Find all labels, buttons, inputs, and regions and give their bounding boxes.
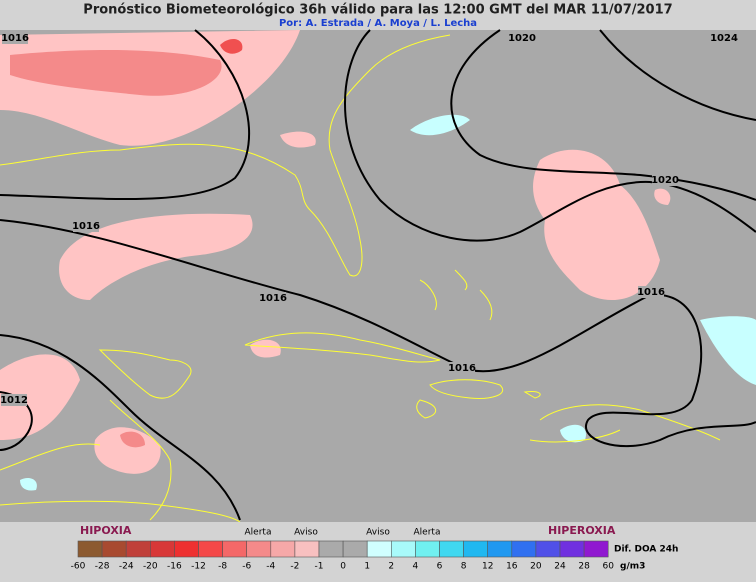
- color-box: [583, 540, 609, 558]
- isobar-label: 1016: [448, 363, 476, 374]
- hyperoxia-areas: [20, 114, 756, 491]
- scale-value: -16: [167, 562, 182, 572]
- hypoxia-label: HIPOXIA: [80, 524, 132, 537]
- header-bg: [0, 0, 756, 30]
- color-box: [511, 540, 537, 558]
- alert-label: Alerta: [245, 528, 272, 538]
- isobar-label: 1016: [259, 293, 287, 304]
- color-box: [463, 540, 489, 558]
- isobar-label-bg: [638, 286, 664, 298]
- color-box: [294, 540, 320, 558]
- isobar-label-bg: [1, 394, 27, 406]
- color-box: [366, 540, 392, 558]
- color-box: [535, 540, 561, 558]
- notice-label: Aviso: [366, 528, 390, 538]
- scale-value: -60: [71, 562, 86, 572]
- scale-value: 0: [340, 562, 346, 572]
- alert-areas: [10, 50, 222, 448]
- isobar-label: 1024: [710, 33, 738, 44]
- scale-value: 28: [578, 562, 590, 572]
- scale-value: 24: [554, 562, 566, 572]
- isobar-label-bg: [711, 32, 737, 44]
- scale-value: -6: [242, 562, 251, 572]
- color-box: [198, 540, 223, 558]
- unit: g/m3: [620, 562, 645, 572]
- isobar-label: 1016: [1, 33, 29, 44]
- isobar-label-bg: [2, 32, 28, 44]
- scale-value: 12: [482, 562, 493, 572]
- color-box: [174, 540, 199, 558]
- isobar-label: 1016: [637, 287, 665, 298]
- scale-value: 6: [437, 562, 443, 572]
- color-box: [318, 540, 344, 558]
- scale-value: -2: [290, 562, 299, 572]
- color-box: [246, 540, 272, 558]
- unit-title: Dif. DOA 24h: [614, 545, 678, 555]
- color-box: [222, 540, 248, 558]
- isobar-label-bg: [652, 174, 678, 186]
- scale-value: -4: [266, 562, 275, 572]
- isobar-label-bg: [260, 292, 286, 304]
- isobar-label: 1020: [508, 33, 536, 44]
- strong-alert-area: [220, 38, 243, 54]
- legend: HIPOXIA HIPEROXIA Alerta Aviso Aviso Ale…: [0, 522, 756, 582]
- color-box: [439, 540, 464, 558]
- color-box: [101, 540, 127, 558]
- title: Pronóstico Biometeorológico 36h válido p…: [83, 3, 672, 18]
- map: 1016 1020 1024 1016 1020 1016 1016 1016 1012: [0, 29, 756, 523]
- color-box: [559, 540, 585, 558]
- scale-value: -24: [119, 562, 134, 572]
- isobar-label-bg: [509, 32, 535, 44]
- scale-value: 20: [530, 562, 542, 572]
- scale-value: -28: [95, 562, 110, 572]
- scale-value: 8: [461, 562, 467, 572]
- scale-value: 4: [413, 562, 419, 572]
- isobar-labels: 1016 1020 1024 1016 1020 1016 1016 1016 1012: [0, 32, 738, 406]
- scale-value: -12: [191, 562, 206, 572]
- color-box: [342, 540, 368, 558]
- isobar-label-bg: [449, 362, 475, 374]
- scale-value: 60: [602, 562, 614, 572]
- isobar-label: 1016: [72, 221, 100, 232]
- color-box: [390, 540, 416, 558]
- isobars: [0, 29, 756, 521]
- coastlines: [0, 34, 721, 523]
- scale-value: -1: [315, 562, 324, 572]
- scale-value: -20: [143, 562, 158, 572]
- subtitle: Por: A. Estrada / A. Moya / L. Lecha: [279, 18, 477, 29]
- scale-value: 2: [388, 562, 394, 572]
- color-box: [150, 540, 175, 558]
- isobar-label-bg: [73, 220, 99, 232]
- hyperoxia-label: HIPEROXIA: [548, 524, 616, 537]
- color-box: [415, 540, 440, 558]
- isobar-label: 1020: [651, 175, 679, 186]
- isobar-label: 1012: [0, 395, 28, 406]
- color-box: [487, 540, 513, 558]
- scale-value: 16: [506, 562, 518, 572]
- notice-label: Aviso: [294, 528, 318, 538]
- alert-label: Alerta: [414, 528, 441, 538]
- color-box: [125, 540, 151, 558]
- color-box: [77, 540, 103, 558]
- scale-value: -8: [218, 562, 227, 572]
- color-box: [270, 540, 296, 558]
- scale-value: 1: [364, 562, 370, 572]
